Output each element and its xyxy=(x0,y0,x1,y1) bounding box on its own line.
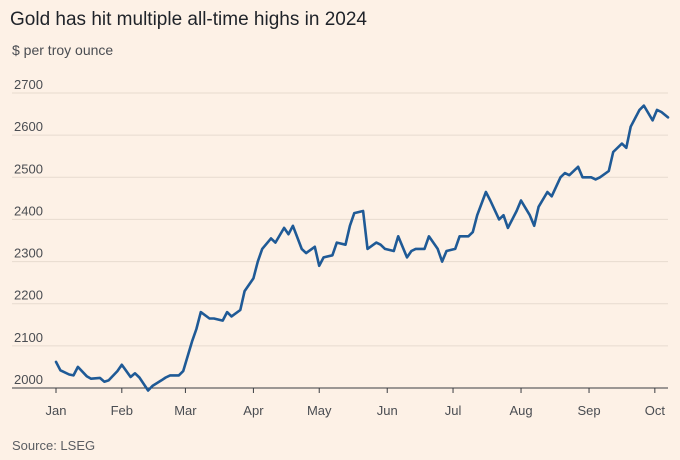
x-tick-label: Aug xyxy=(509,403,532,418)
series-line-gold-price xyxy=(54,104,670,392)
y-tick-label: 2400 xyxy=(14,203,43,218)
y-tick-label: 2600 xyxy=(14,119,43,134)
x-tick-label: Sep xyxy=(577,403,600,418)
y-tick-label: 2700 xyxy=(14,77,43,92)
x-tick-label: Apr xyxy=(243,403,264,418)
x-tick-label: Oct xyxy=(645,403,666,418)
x-axis-ticks: Jan Feb Mar Apr May Jun Jul Aug Sep Oct xyxy=(46,388,666,418)
x-tick-label: Mar xyxy=(174,403,197,418)
x-tick-label: Feb xyxy=(111,403,133,418)
chart-gridlines xyxy=(12,92,668,389)
chart-title: Gold has hit multiple all-time highs in … xyxy=(10,9,367,30)
x-tick-label: Jan xyxy=(46,403,67,418)
y-tick-label: 2200 xyxy=(14,288,43,303)
source-note: Source: LSEG xyxy=(12,438,96,453)
y-axis-ticks: 2000 2100 2200 2300 2400 2500 2600 2700 xyxy=(14,77,43,387)
y-tick-label: 2100 xyxy=(14,330,43,345)
x-tick-label: Jul xyxy=(445,403,462,418)
x-tick-label: May xyxy=(307,403,332,418)
x-tick-label: Jun xyxy=(377,403,398,418)
y-tick-label: 2300 xyxy=(14,246,43,261)
y-tick-label: 2500 xyxy=(14,161,43,176)
y-axis-unit-label: $ per troy ounce xyxy=(12,42,114,58)
y-tick-label: 2000 xyxy=(14,372,43,387)
